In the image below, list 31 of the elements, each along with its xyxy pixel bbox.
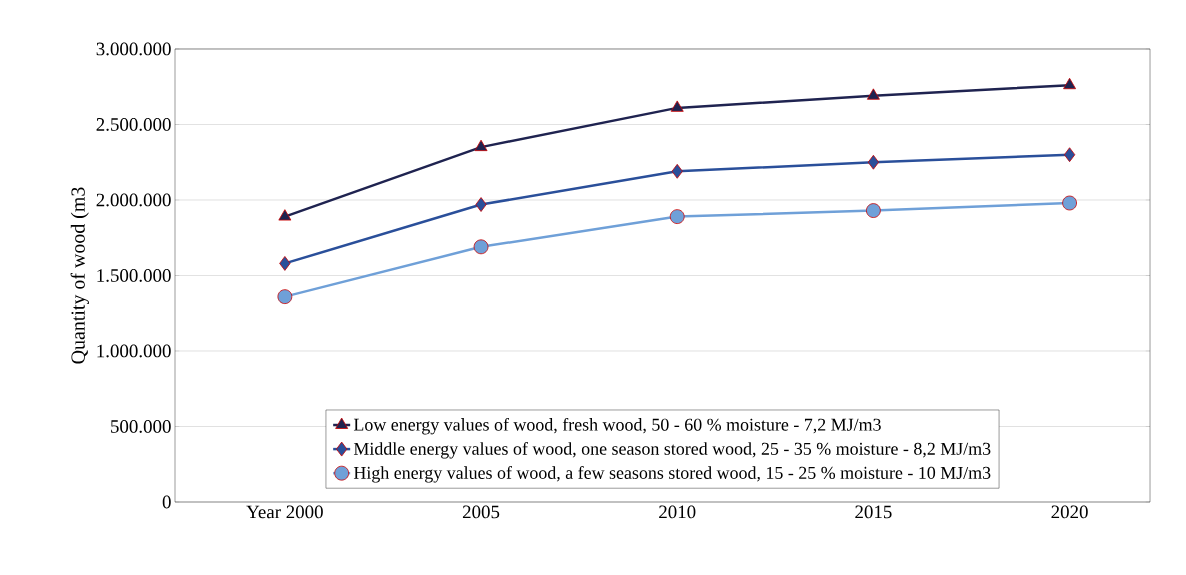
legend-label: High energy values of wood, a few seasons stored wood, 15 - 25 % moisture - 10 MJ/m3 (353, 466, 991, 483)
x-tick-label: Year 2000 (246, 505, 323, 519)
x-tick-label: 2015 (855, 505, 892, 519)
point (867, 154, 880, 170)
point (866, 88, 880, 100)
point (473, 239, 489, 255)
point (1063, 77, 1077, 90)
point (671, 163, 683, 179)
point (278, 209, 292, 221)
y-tick-label: 2.000.000 (96, 193, 171, 207)
point (670, 100, 684, 112)
point (1062, 195, 1077, 211)
legend-label: Low energy values of wood, fresh wood, 50 - 60 % moisture - 7,2 MJ/m3 (353, 417, 881, 435)
point (475, 197, 487, 212)
x-tick-label: 2005 (462, 505, 500, 519)
legend-label: Middle energy values of wood, one season stored wood, 25 - 35 % moisture - 8,2 MJ/m3 (353, 442, 991, 459)
x-tick-label: 2020 (1051, 505, 1088, 519)
point (279, 256, 291, 271)
point (277, 289, 293, 305)
point (1063, 147, 1076, 163)
point (669, 209, 685, 224)
x-tick-label: 2010 (659, 505, 696, 519)
y-tick-label: 2.500.000 (96, 118, 171, 131)
point (866, 203, 881, 218)
y-axis-title: Quantity of wood (m3 (70, 187, 89, 364)
y-tick-label: 500.000 (111, 420, 171, 433)
y-tick-label: 0 (162, 495, 171, 509)
y-tick-label: 1.500.000 (97, 269, 171, 282)
y-tick-label: 3.000.000 (96, 42, 171, 56)
y-tick-label: 1.000.000 (97, 344, 171, 358)
point (474, 139, 488, 152)
